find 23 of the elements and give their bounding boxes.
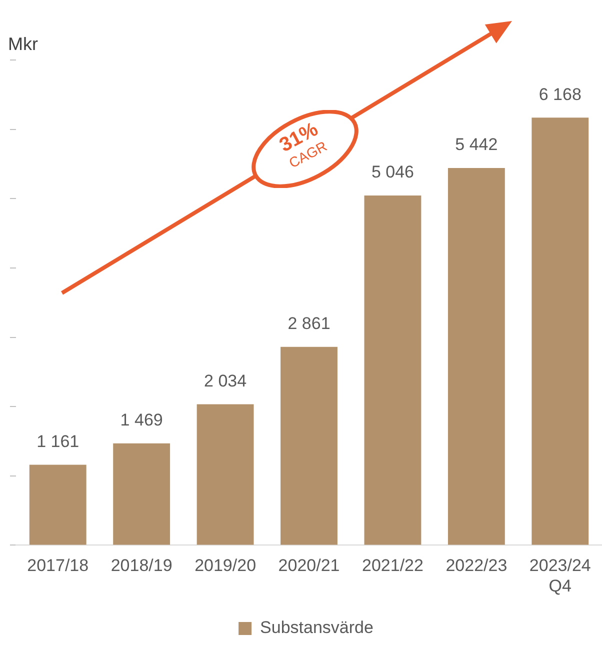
x-tick-label: 2019/20 <box>194 556 256 576</box>
data-label: 5 046 <box>371 162 414 182</box>
bar <box>532 118 589 545</box>
bar <box>364 195 422 545</box>
data-label: 5 442 <box>455 135 498 154</box>
bar <box>113 443 170 545</box>
y-axis-title: Mkr <box>8 34 38 55</box>
data-label: 1 469 <box>120 410 163 430</box>
bar <box>29 464 86 545</box>
x-tick-label: 2022/23 <box>446 556 508 576</box>
legend-label: Substansvärde <box>260 618 374 638</box>
x-tick-label: 2021/22 <box>362 556 424 576</box>
bar <box>280 346 338 545</box>
data-label: 6 168 <box>538 84 582 104</box>
x-tick-label: 2020/21 <box>278 556 340 576</box>
bar <box>448 168 505 545</box>
data-label: 2 861 <box>288 314 330 334</box>
bar <box>196 404 254 545</box>
data-label: 2 034 <box>204 371 247 390</box>
x-tick-label: 2018/19 <box>110 556 172 576</box>
data-label: 1 161 <box>36 432 80 451</box>
x-tick-label: 2017/18 <box>27 556 89 576</box>
x-tick-label: 2023/24 Q4 <box>529 556 591 596</box>
